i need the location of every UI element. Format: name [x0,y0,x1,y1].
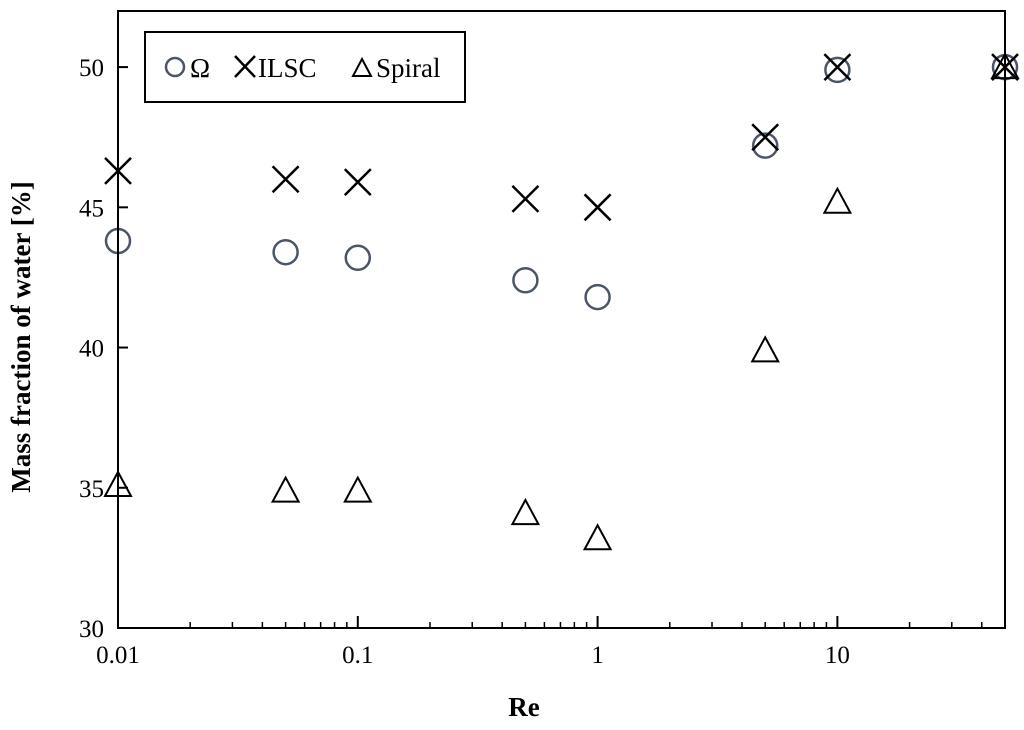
ilsc-point [343,168,372,196]
omega-point [344,244,372,272]
y-axis-title: Mass fraction of water [%] [6,181,36,492]
legend-label-omega: Ω [190,53,210,83]
x-axis-title: Re [508,692,539,722]
omega-point [751,132,779,159]
y-tick-label: 50 [79,55,104,82]
x-tick-label: 10 [825,642,850,669]
plot-area-frame [117,10,1006,629]
x-tick-label: 0.01 [96,642,140,669]
axis-ticks [117,66,839,629]
spiral-point [270,475,301,503]
y-tick-label: 40 [79,336,104,363]
ilsc-point [823,53,852,81]
omega-point [272,238,299,266]
x-tick-label: 0.1 [342,642,373,669]
omega-point [512,266,539,294]
legend-label-ilsc: ILSC [258,53,317,83]
legend-label-spiral: Spiral [376,53,441,83]
y-tick-label: 35 [79,476,104,503]
ilsc-point [511,185,540,213]
legend-circle-icon [164,56,186,78]
ilsc-point [751,123,780,152]
data-markers [103,51,1020,551]
spiral-point [343,475,373,503]
legend-box [144,31,466,103]
legend-triangle-icon [351,56,373,77]
spiral-point [750,335,780,363]
ilsc-point [271,165,300,194]
omega-point [824,56,851,84]
y-tick-label: 45 [79,195,104,222]
x-tick-labels: 0.01 0.1 1 10 [96,642,850,669]
legend-cross-icon [234,55,256,78]
omega-point [584,283,611,311]
spiral-point [510,497,541,526]
y-tick-labels: 30 35 40 45 50 [79,55,104,643]
x-tick-label: 1 [591,642,604,669]
ilsc-point [583,193,612,222]
spiral-point [822,186,853,214]
legend: Ω ILSC Spiral [144,31,466,103]
y-tick-label: 30 [79,616,104,643]
spiral-point [582,523,613,551]
